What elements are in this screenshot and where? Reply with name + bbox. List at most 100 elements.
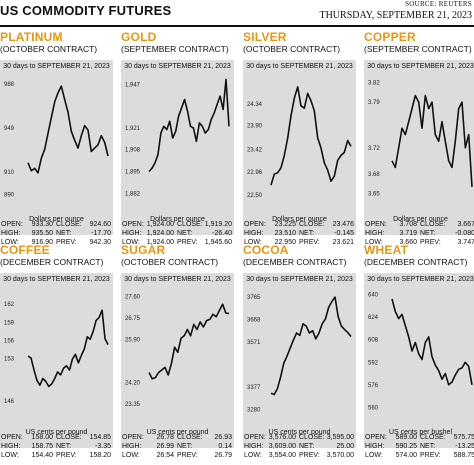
chart-cocoa: 3765 3668 3571 3377 3280 (247, 295, 352, 414)
low-value: 26.54 (156, 451, 174, 459)
stats-table: OPEN: 26.78 CLOSE: 26.93 HIGH: 26.99 NET: 0.14 L… (122, 434, 234, 460)
stats-row: OPEN: 3.708 CLOSE: 3.667 (365, 221, 474, 230)
price-line-cocoa (270, 296, 352, 396)
close-label: CLOSE: (177, 434, 203, 441)
y-tick-label: 560 (368, 405, 379, 411)
prev-label: PREV: (299, 451, 320, 459)
y-tick-label: 910 (4, 170, 15, 176)
close-label: CLOSE: (420, 221, 446, 228)
price-line-wheat (391, 298, 473, 386)
y-tick-label: 949 (4, 126, 15, 132)
open-label: OPEN: (1, 221, 23, 228)
stats-table: OPEN: 589.00 CLOSE: 575.75 HIGH: 590.25 NET: -1… (365, 434, 474, 460)
chart-period-label: 30 days to SEPTEMBER 21, 2023 (3, 276, 110, 283)
net-label: NET: (56, 229, 72, 237)
net-value: -0.145 (334, 229, 354, 237)
high-value: 3,609.00 (268, 442, 296, 450)
y-tick-label: 162 (4, 302, 15, 308)
chart-copper: 3.82 3.79 3.72 3.68 3.65 (368, 81, 473, 197)
low-value: 916.90 (31, 238, 53, 246)
stats-row: OPEN: 3,576.00 CLOSE: 3,595.00 (244, 434, 356, 443)
stats-row: OPEN: 589.00 CLOSE: 575.75 (365, 434, 474, 443)
stats-row: HIGH: 1,924.00 NET: -26.40 (122, 230, 234, 239)
y-tick-label: 3765 (247, 295, 261, 301)
stats-row: HIGH: 935.50 NET: -17.70 (1, 230, 113, 239)
chart-period-label: 30 days to SEPTEMBER 21, 2023 (367, 276, 474, 283)
high-value: 3.719 (399, 229, 417, 237)
close-label: CLOSE: (56, 434, 82, 441)
chart-period-label: 30 days to SEPTEMBER 21, 2023 (246, 276, 353, 283)
chart-box (121, 60, 234, 235)
chart-period-label: 30 days to SEPTEMBER 21, 2023 (124, 276, 231, 283)
stats-row: LOW: 3,554.00 PREV: 3,570.00 (244, 452, 356, 461)
prev-label: PREV: (56, 238, 77, 246)
stats-row: HIGH: 3,609.00 NET: 25.00 (244, 443, 356, 452)
y-tick-label: 146 (4, 399, 15, 405)
chart-box (243, 60, 356, 235)
open-value: 3,576.00 (268, 434, 296, 441)
low-value: 3.660 (399, 238, 417, 246)
y-tick-label: 3668 (247, 318, 261, 324)
chart-gold: 1,947 1,921 1,908 1,895 1,882 (125, 78, 230, 197)
y-tick-label: 22.96 (247, 170, 263, 176)
y-tick-label: 23.42 (247, 147, 263, 153)
net-value: -13.25 (455, 442, 474, 450)
contract-label: (DECEMBER CONTRACT) (364, 257, 468, 267)
unit-label: Dollars per ounce (393, 216, 448, 223)
commodity-name: COCOA (243, 243, 289, 257)
price-line-coffee (27, 309, 109, 388)
contract-label: (DECEMBER CONTRACT) (243, 257, 347, 267)
close-label: CLOSE: (420, 434, 446, 441)
y-tick-label: 592 (368, 360, 379, 366)
unit-label: Dollars per ounce (29, 216, 84, 223)
prev-value: 942.30 (89, 238, 111, 246)
y-tick-label: 988 (4, 82, 15, 88)
open-label: OPEN: (365, 434, 387, 441)
prev-label: PREV: (420, 238, 441, 246)
net-value: 25.00 (336, 442, 354, 450)
net-label: NET: (420, 442, 436, 450)
low-value: 154.40 (31, 451, 53, 459)
chart-box (364, 273, 474, 448)
low-label: LOW: (1, 238, 19, 246)
stats-row: LOW: 3.660 PREV: 3.747 (365, 239, 474, 248)
low-value: 574.00 (395, 451, 417, 459)
close-value: 1,919.20 (204, 221, 232, 228)
contract-label: (OCTOBER CONTRACT) (0, 44, 98, 54)
y-tick-label: 624 (368, 315, 379, 321)
net-label: NET: (177, 229, 193, 237)
panel-wheat: WHEAT (DECEMBER CONTRACT) 30 days to SEPTE… (364, 243, 474, 465)
high-label: HIGH: (122, 229, 142, 237)
chart-platinum: 988 949 910 890 (4, 82, 109, 198)
y-tick-label: 1,921 (125, 126, 141, 132)
unit-label: Dollars per ounce (272, 216, 327, 223)
prev-value: 588.75 (453, 451, 474, 459)
low-label: LOW: (122, 451, 140, 459)
chart-silver: 24.34 23.90 23.42 22.96 22.50 (247, 86, 352, 199)
contract-label: (SEPTEMBER CONTRACT) (364, 44, 472, 54)
stats-row: LOW: 916.90 PREV: 942.30 (1, 239, 113, 248)
y-tick-label: 153 (4, 357, 15, 363)
high-label: HIGH: (244, 229, 264, 237)
prev-value: 23.621 (332, 238, 354, 246)
chart-period-label: 30 days to SEPTEMBER 21, 2023 (3, 63, 110, 70)
price-line-silver (270, 86, 352, 186)
stats-table: OPEN: 158.00 CLOSE: 154.85 HIGH: 158.75 NET: -3… (1, 434, 113, 460)
open-label: OPEN: (1, 434, 23, 441)
prev-label: PREV: (177, 451, 198, 459)
stats-row: LOW: 22.950 PREV: 23.621 (244, 239, 356, 248)
open-label: OPEN: (244, 434, 266, 441)
high-value: 1,924.00 (146, 229, 174, 237)
open-label: OPEN: (122, 221, 144, 228)
page-title: US COMMODITY FUTURES (0, 3, 172, 18)
y-tick-label: 26.75 (125, 316, 141, 322)
header-rule (0, 25, 474, 27)
low-label: LOW: (1, 451, 19, 459)
commodity-name: COFFEE (0, 243, 50, 257)
open-value: 26.78 (156, 434, 174, 441)
unit-label: US cents per pound (146, 429, 209, 436)
unit-label: US cents per pound (268, 429, 331, 436)
high-label: HIGH: (365, 442, 385, 450)
y-tick-label: 159 (4, 320, 15, 326)
net-label: NET: (177, 442, 193, 450)
